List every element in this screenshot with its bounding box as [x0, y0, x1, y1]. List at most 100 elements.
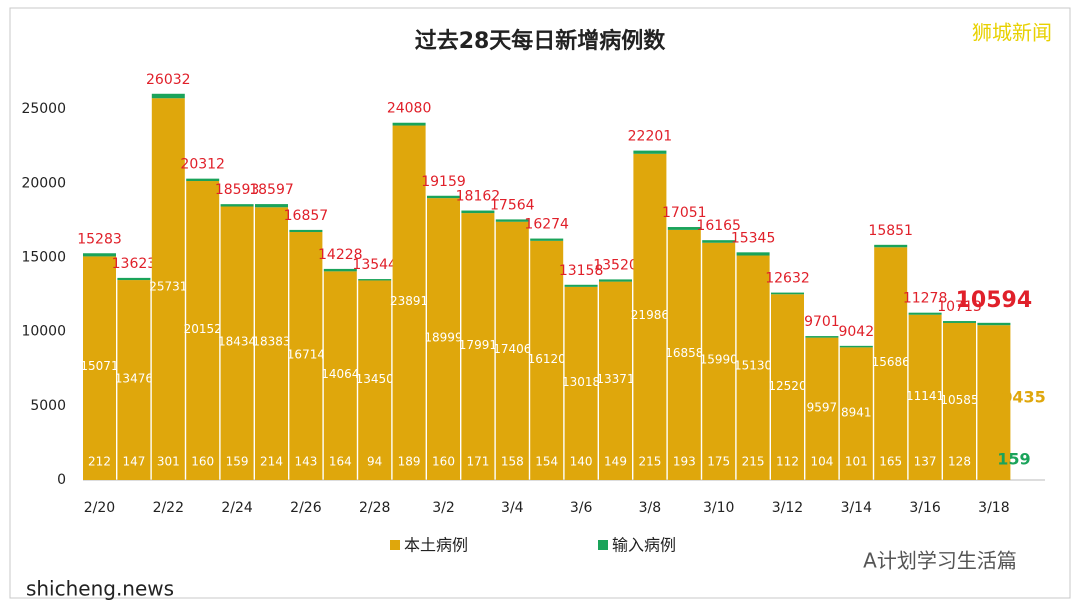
bar-segment: [220, 206, 254, 480]
bar-segment: [117, 277, 151, 281]
value-label: 15686: [872, 355, 910, 369]
value-label: 214: [260, 455, 283, 469]
bar-segment: [702, 240, 736, 243]
value-label: 13018: [562, 375, 600, 389]
value-label: 159: [226, 455, 249, 469]
total-label: 18162: [456, 189, 501, 205]
value-label: 16120: [528, 352, 566, 366]
total-label: 13520: [593, 257, 638, 273]
value-label: 25731: [149, 279, 187, 293]
x-tick-label: 3/10: [703, 500, 734, 516]
value-label: 15990: [700, 353, 738, 367]
x-tick-label: 2/28: [359, 500, 390, 516]
y-tick-label: 5000: [30, 398, 66, 414]
bar-segment: [495, 219, 529, 222]
bar-segment: [220, 204, 254, 207]
total-label: 18593: [215, 182, 260, 198]
y-tick-label: 15000: [21, 249, 66, 265]
value-label: 165: [879, 455, 902, 469]
bar-segment: [633, 153, 667, 480]
bar-segment: [83, 256, 116, 480]
value-label: 13476: [115, 371, 153, 385]
value-label: 147: [122, 455, 145, 469]
bar-segment: [461, 210, 495, 214]
value-label: 10585: [940, 393, 978, 407]
value-label: 160: [191, 455, 214, 469]
value-label: 104: [810, 455, 833, 469]
bar-segment: [736, 252, 770, 256]
value-label: 158: [501, 455, 524, 469]
bar-segment: [358, 279, 392, 281]
value-label: 128: [948, 455, 971, 469]
x-tick-label: 3/4: [501, 500, 524, 516]
total-label: 15283: [77, 231, 122, 247]
bar-segment: [874, 244, 908, 248]
x-tick-label: 3/14: [841, 500, 873, 516]
bar-segment: [874, 247, 908, 480]
legend-label: 输入病例: [612, 536, 676, 555]
value-label: 15071: [80, 359, 118, 373]
value-label: 301: [157, 455, 180, 469]
bar-segment: [564, 284, 598, 287]
total-label: 15345: [731, 230, 776, 246]
x-tick-label: 3/8: [639, 500, 662, 516]
bar-segment: [392, 122, 426, 126]
value-label: 17991: [459, 338, 497, 352]
value-label: 17406: [493, 342, 531, 356]
bar-segment: [599, 281, 632, 480]
bar-segment: [771, 294, 804, 480]
y-tick-label: 20000: [21, 175, 66, 191]
bar-segment: [83, 253, 116, 257]
total-label: 16165: [696, 218, 741, 234]
bar-segment: [186, 178, 220, 182]
value-label: 10435: [990, 388, 1046, 407]
value-label: 164: [329, 455, 352, 469]
bar-segment: [839, 345, 873, 348]
bar-segment: [495, 221, 529, 481]
bar-segment: [943, 322, 976, 480]
value-label: 15130: [734, 359, 772, 373]
x-tick-label: 2/24: [221, 500, 253, 516]
legend-swatch: [390, 540, 400, 550]
total-label: 17564: [490, 197, 535, 213]
value-label: 154: [535, 455, 558, 469]
value-label: 215: [638, 455, 661, 469]
watermark: shicheng.news: [26, 577, 174, 601]
value-label: 175: [707, 455, 730, 469]
bar-segment: [943, 321, 976, 323]
value-label: 140: [570, 455, 593, 469]
x-tick-label: 2/20: [84, 500, 115, 516]
bar-segment: [977, 322, 1011, 326]
value-label: 16714: [287, 347, 325, 361]
total-label: 11278: [903, 291, 948, 307]
chart-title: 过去28天每日新增病例数: [415, 28, 667, 54]
bar-segment: [427, 195, 460, 199]
bar-segment: [839, 347, 873, 480]
bar-segment: [564, 286, 598, 480]
value-label: 193: [673, 455, 696, 469]
total-label: 20312: [180, 157, 225, 173]
value-label: 14064: [321, 367, 359, 381]
bar-segment: [255, 207, 288, 480]
bar-segment: [599, 279, 632, 282]
y-tick-label: 25000: [21, 101, 66, 117]
bar-segment: [667, 229, 701, 480]
bar-segment: [805, 336, 839, 338]
value-label: 137: [914, 455, 937, 469]
total-label: 13623: [112, 256, 157, 272]
value-label: 212: [88, 455, 111, 469]
bar-segment: [289, 229, 323, 233]
value-label: 160: [432, 455, 455, 469]
total-label: 10713: [937, 299, 982, 315]
x-tick-label: 3/18: [978, 500, 1009, 516]
bar-segment: [392, 125, 426, 480]
bar-segment: [358, 280, 392, 480]
total-label: 18597: [249, 182, 294, 198]
watermark: A计划学习生活篇: [863, 549, 1017, 573]
bar-segment: [702, 242, 736, 480]
bar-segment: [633, 150, 667, 154]
y-tick-label: 10000: [21, 324, 66, 340]
value-label: 12520: [768, 379, 806, 393]
bar-segment: [771, 292, 804, 295]
total-label: 24080: [387, 101, 432, 117]
